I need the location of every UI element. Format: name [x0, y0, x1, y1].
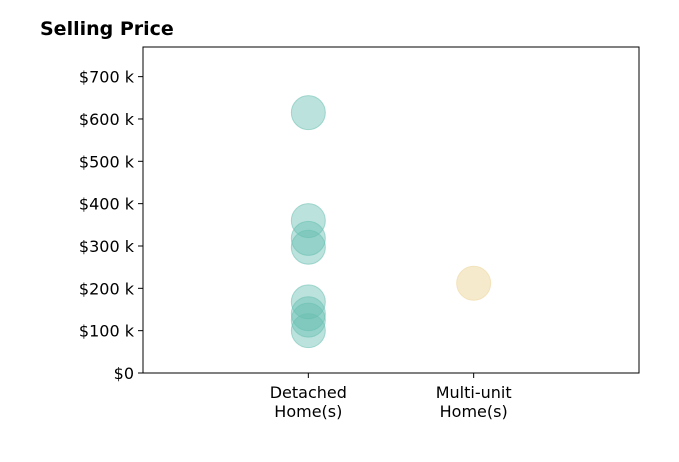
data-point-0-4 — [290, 284, 326, 320]
data-points — [290, 95, 492, 349]
data-point-0-6 — [290, 302, 326, 338]
x-tick-label-line: Detached — [270, 383, 347, 402]
data-point-1-0 — [456, 265, 492, 301]
plot-frame — [142, 46, 640, 374]
x-tick-label-1: Multi-unit Home(s) — [436, 383, 512, 421]
data-point-0-7 — [290, 313, 326, 349]
y-tick-label-3: $300 k — [79, 237, 135, 256]
y-tick-label-4: $400 k — [79, 195, 135, 214]
chart-title: Selling Price — [40, 18, 174, 40]
data-point-0-2 — [290, 220, 326, 256]
y-tick-label-6: $600 k — [79, 110, 135, 129]
x-tick-label-line: Home(s) — [274, 402, 342, 421]
y-tick-label-7: $700 k — [79, 68, 135, 87]
y-tick-label-1: $100 k — [79, 322, 135, 341]
y-tick-label-5: $500 k — [79, 152, 135, 171]
x-tick-label-line: Multi-unit — [436, 383, 512, 402]
y-tick-label-2: $200 k — [79, 279, 135, 298]
data-point-0-3 — [290, 229, 326, 265]
x-tick-label-line: Home(s) — [440, 402, 508, 421]
data-point-0-1 — [290, 203, 326, 239]
data-point-0-0 — [290, 95, 326, 131]
y-tick-label-0: $0 — [114, 364, 134, 383]
axes: $0 $100 k $200 k $300 k $400 k $500 k $600 k $7… — [79, 46, 640, 421]
x-tick-label-0: Detached Home(s) — [270, 383, 347, 421]
